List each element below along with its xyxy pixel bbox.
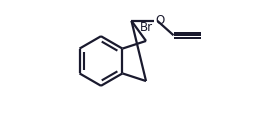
Text: Br: Br — [139, 21, 153, 34]
Text: O: O — [156, 14, 165, 27]
